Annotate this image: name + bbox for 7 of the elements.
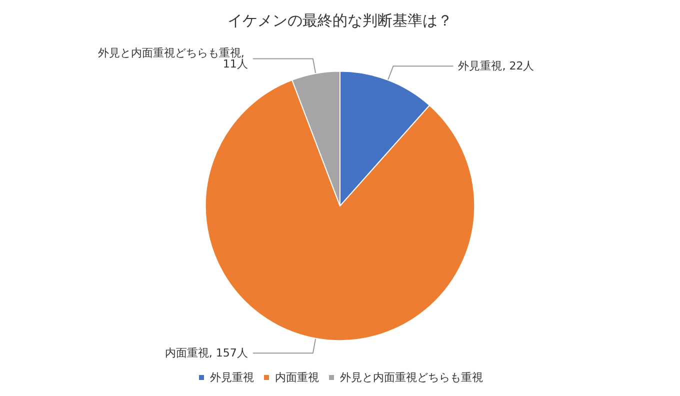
legend-label: 外見と内面重視どちらも重視 xyxy=(340,371,483,384)
legend-label: 内面重視 xyxy=(275,371,319,384)
data-label: 外見重視, 22人 xyxy=(458,60,534,73)
legend-label: 外見重視 xyxy=(210,371,254,384)
data-label: 内面重視, 157人 xyxy=(164,346,248,360)
data-label: 外見と内面重視どちらも重視, 11人 xyxy=(98,46,248,71)
chart-title: イケメンの最終的な判断基準は？ xyxy=(228,12,452,30)
